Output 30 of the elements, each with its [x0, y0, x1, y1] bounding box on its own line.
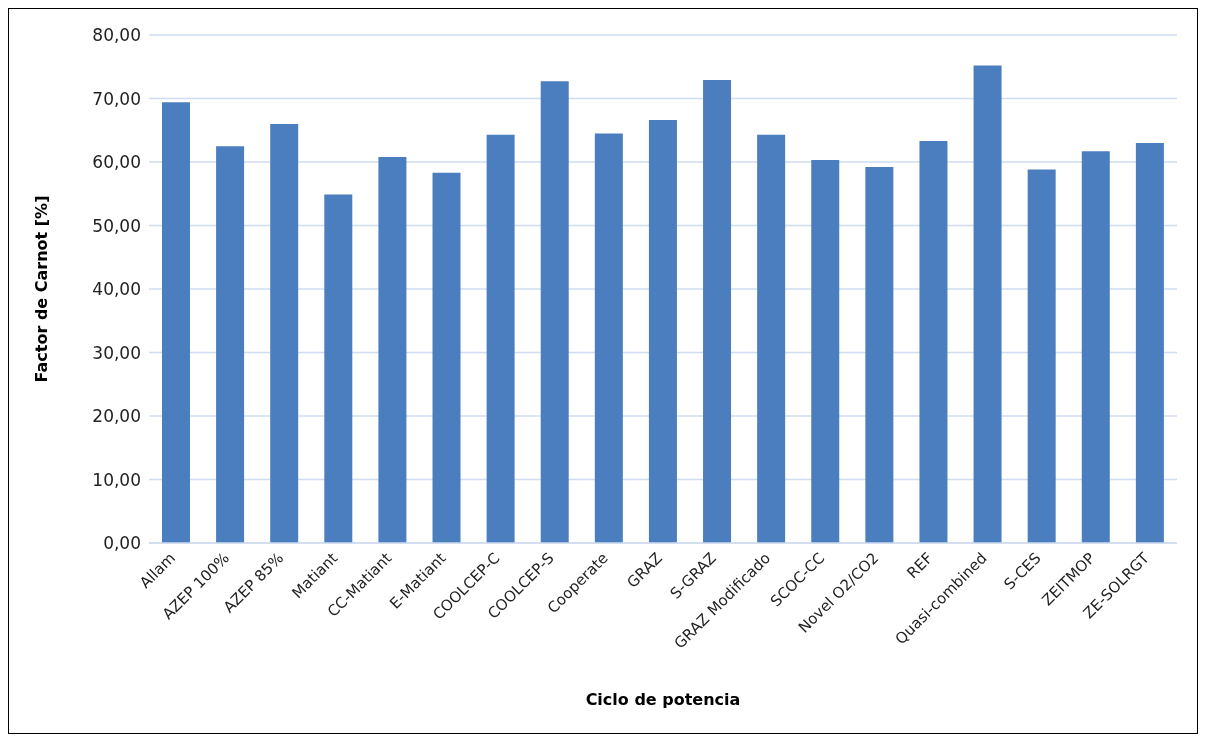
- bar: [378, 156, 407, 543]
- y-tick-label: 0,00: [103, 533, 141, 554]
- bar: [324, 194, 353, 543]
- bar: [270, 123, 299, 543]
- bar: [216, 146, 245, 543]
- bar: [486, 134, 515, 543]
- bar: [919, 141, 948, 543]
- bar: [757, 134, 786, 543]
- y-tick-label: 20,00: [92, 406, 141, 427]
- bar: [1135, 142, 1164, 543]
- bar: [1081, 151, 1110, 543]
- bar: [432, 172, 461, 543]
- bar: [1027, 169, 1056, 543]
- y-axis-title: Factor de Carnot [%]: [31, 195, 51, 383]
- bar: [540, 81, 569, 543]
- y-tick-label: 80,00: [92, 25, 141, 46]
- y-tick-label: 10,00: [92, 469, 141, 490]
- x-axis-title: Ciclo de potencia: [585, 690, 741, 709]
- bar: [865, 167, 894, 543]
- y-tick-label: 40,00: [92, 279, 141, 300]
- y-tick-label: 30,00: [92, 342, 141, 363]
- bar: [811, 160, 840, 543]
- bar: [703, 80, 732, 543]
- y-tick-label: 70,00: [92, 88, 141, 109]
- bar: [973, 65, 1002, 543]
- bar: [594, 133, 623, 543]
- bar: [648, 120, 677, 543]
- y-tick-label: 60,00: [92, 152, 141, 173]
- bar: [161, 102, 190, 543]
- y-tick-label: 50,00: [92, 215, 141, 236]
